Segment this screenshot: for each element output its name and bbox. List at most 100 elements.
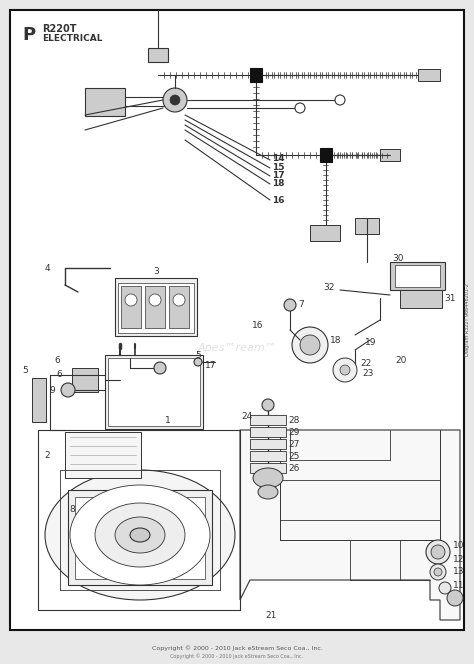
Text: Copyright © 2000 - 2010 Jack eStream Seco Coa., Inc.: Copyright © 2000 - 2010 Jack eStream Sec… (152, 645, 322, 651)
Circle shape (295, 103, 305, 113)
Circle shape (431, 545, 445, 559)
Text: 1: 1 (165, 416, 171, 424)
Text: 5: 5 (195, 351, 201, 359)
Circle shape (61, 383, 75, 397)
Circle shape (447, 590, 463, 606)
Ellipse shape (258, 485, 278, 499)
Ellipse shape (253, 468, 283, 488)
Bar (250, 415, 286, 425)
Bar (105, 355, 203, 429)
Bar (310, 225, 340, 241)
Circle shape (170, 95, 180, 105)
Text: 4: 4 (45, 264, 50, 272)
Bar (355, 218, 379, 234)
Text: 21: 21 (265, 610, 276, 620)
Text: 8: 8 (69, 505, 75, 515)
Text: 16: 16 (252, 321, 264, 329)
Text: 6: 6 (56, 369, 62, 378)
Bar (72, 368, 98, 392)
Circle shape (439, 582, 451, 594)
Bar (32, 378, 46, 422)
Text: 28: 28 (288, 416, 300, 424)
Bar (65, 432, 141, 478)
Circle shape (426, 540, 450, 564)
Text: 25: 25 (288, 452, 300, 461)
Bar (115, 278, 197, 336)
Bar (118, 283, 194, 333)
Text: 30: 30 (392, 254, 403, 262)
Text: 31: 31 (444, 293, 456, 303)
Circle shape (194, 358, 202, 366)
Ellipse shape (45, 470, 235, 600)
Circle shape (154, 362, 166, 374)
Text: 32: 32 (324, 282, 335, 291)
Bar (400, 290, 442, 308)
Text: 23: 23 (362, 369, 374, 378)
Bar (250, 427, 286, 437)
Bar (75, 497, 205, 579)
Polygon shape (240, 430, 460, 620)
Text: Diagram R322T 966446201-2: Diagram R322T 966446201-2 (465, 284, 471, 357)
Text: 24: 24 (242, 412, 253, 420)
Text: 7: 7 (298, 299, 304, 309)
Text: 10: 10 (453, 542, 465, 550)
Circle shape (284, 299, 296, 311)
Bar (380, 149, 400, 161)
Bar (250, 463, 286, 473)
Text: 6: 6 (54, 355, 60, 365)
Bar (250, 451, 286, 461)
Bar (68, 490, 212, 585)
Bar (320, 148, 332, 162)
Text: 13: 13 (453, 568, 465, 576)
Text: 22: 22 (360, 359, 371, 367)
Bar (395, 265, 440, 287)
Circle shape (163, 88, 187, 112)
Ellipse shape (115, 517, 165, 553)
Circle shape (173, 294, 185, 306)
Text: 18: 18 (272, 179, 284, 187)
Text: P: P (22, 26, 35, 44)
Text: 29: 29 (288, 428, 300, 436)
Bar (169, 286, 189, 328)
Bar (145, 286, 165, 328)
Text: 19: 19 (365, 337, 376, 347)
Circle shape (333, 358, 357, 382)
Circle shape (149, 294, 161, 306)
Text: 11: 11 (453, 580, 465, 590)
Circle shape (340, 365, 350, 375)
Circle shape (300, 335, 320, 355)
Circle shape (292, 327, 328, 363)
Text: 17: 17 (272, 171, 284, 179)
Text: 17: 17 (205, 361, 217, 369)
Ellipse shape (70, 485, 210, 585)
Circle shape (434, 568, 442, 576)
Circle shape (335, 95, 345, 105)
Text: 9: 9 (49, 386, 55, 394)
Text: Apes™ream™: Apes™ream™ (198, 343, 276, 353)
Bar (121, 286, 141, 328)
Text: 3: 3 (153, 267, 159, 276)
Text: 2: 2 (45, 450, 50, 459)
Text: 15: 15 (272, 163, 284, 171)
Bar (250, 439, 286, 449)
Text: 20: 20 (395, 355, 406, 365)
Bar (390, 262, 445, 290)
Text: Copyright © 2000 - 2010 Jack eStream Seco Coa., Inc.: Copyright © 2000 - 2010 Jack eStream Sec… (171, 653, 303, 659)
Circle shape (262, 399, 274, 411)
Text: 5: 5 (22, 365, 28, 374)
Text: 26: 26 (288, 463, 300, 473)
Bar (85, 88, 125, 116)
Bar (418, 69, 440, 81)
Text: 14: 14 (272, 153, 284, 163)
Ellipse shape (95, 503, 185, 567)
Text: 18: 18 (330, 335, 341, 345)
Ellipse shape (130, 528, 150, 542)
Circle shape (430, 564, 446, 580)
Bar (250, 68, 262, 82)
Text: 16: 16 (272, 195, 284, 205)
Text: 12: 12 (453, 556, 465, 564)
Circle shape (125, 294, 137, 306)
Text: R220T: R220T (42, 24, 76, 34)
Text: ELECTRICAL: ELECTRICAL (42, 34, 102, 43)
Text: 27: 27 (288, 440, 300, 448)
